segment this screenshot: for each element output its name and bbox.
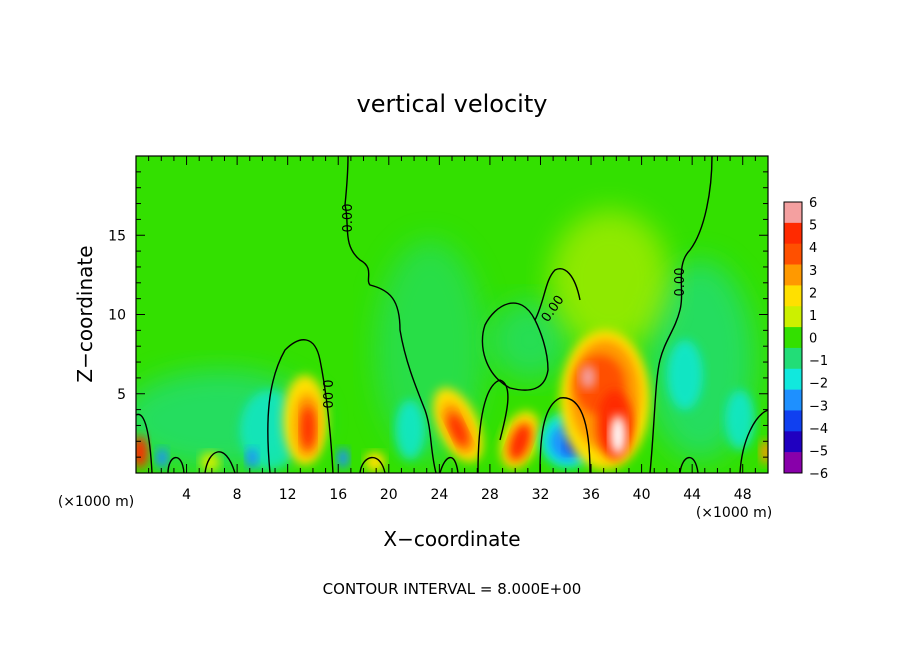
colorbar-swatch (784, 306, 802, 328)
contour-line (267, 339, 334, 473)
chart-title: vertical velocity (357, 90, 548, 118)
colorbar-label: −5 (809, 444, 828, 459)
colorbar-label: 4 (809, 241, 817, 256)
colorbar-label: 2 (809, 286, 817, 301)
contour-label: 0.00 (319, 380, 334, 409)
updraft (365, 452, 385, 472)
updraft (136, 436, 148, 468)
contour-interval-note: CONTOUR INTERVAL = 8.000E+00 (323, 580, 582, 598)
downdraft (337, 448, 349, 468)
y-tick-label: 10 (108, 308, 126, 324)
colorbar-label: −2 (809, 377, 828, 392)
x-unit-right: (×1000 m) (696, 505, 772, 521)
colorbar-label: 3 (809, 264, 817, 279)
x-tick-label: 44 (683, 487, 701, 503)
contour-line (477, 379, 509, 473)
colorbar-swatch (784, 264, 802, 286)
updraft (448, 413, 468, 447)
x-tick-label: 32 (532, 487, 550, 503)
colorbar-frame (783, 201, 803, 474)
downdraft (156, 448, 168, 468)
contour-label: 0.00 (673, 268, 688, 297)
contour-line (534, 268, 581, 321)
x-tick-label: 36 (582, 487, 600, 503)
x-unit-left: (×1000 m) (58, 494, 134, 510)
zero-contours (136, 156, 768, 473)
x-tick-label: 20 (380, 487, 398, 503)
contour-line (136, 413, 153, 473)
colorbar-label: −4 (809, 422, 828, 437)
contour-line (539, 397, 591, 473)
colorbar-label: −6 (809, 467, 828, 482)
colorbar-swatch (784, 347, 802, 370)
x-axis-label: X−coordinate (383, 527, 520, 551)
updraft (760, 440, 768, 464)
updraft (200, 452, 220, 472)
colorbar-swatch (784, 452, 802, 474)
contour-line (204, 451, 236, 473)
downdraft (246, 448, 258, 468)
x-tick-label: 12 (279, 487, 297, 503)
colorbar-swatch (784, 368, 802, 390)
contour-line (167, 456, 185, 473)
colorbar-label: −3 (809, 399, 828, 414)
colorbar-swatch (784, 222, 802, 244)
updraft (301, 406, 315, 450)
contour-line (344, 156, 437, 473)
plot-area: 0.00 0.00 0.00 0.00 (135, 155, 769, 474)
colorbar-label: −1 (809, 354, 828, 369)
colorbar-swatch (784, 327, 802, 349)
colorbar-swatch (784, 285, 802, 307)
field-zone (550, 210, 670, 350)
x-tick-label: 8 (233, 487, 242, 503)
colorbar-label: 0 (809, 332, 817, 347)
field-zone (725, 390, 755, 450)
colorbar-swatch (784, 431, 802, 453)
field-zone (667, 340, 703, 410)
contour-line (439, 456, 459, 473)
contour-line (739, 409, 768, 473)
x-tick-label: 48 (734, 487, 752, 503)
field-zone (490, 300, 570, 380)
colorbar-label: 6 (809, 196, 817, 211)
colorbar-swatch (784, 243, 802, 265)
x-tick-label: 40 (633, 487, 651, 503)
y-tick-label: 15 (108, 228, 126, 244)
y-axis-label: Z−coordinate (73, 245, 97, 382)
contour-line (679, 456, 699, 473)
x-tick-label: 24 (430, 487, 448, 503)
x-tick-label: 28 (481, 487, 499, 503)
contour-line (649, 156, 713, 473)
y-tick-label: 5 (117, 387, 126, 403)
contour-label: 0.00 (341, 204, 356, 233)
updraft-core (610, 415, 626, 455)
x-tick-label: 16 (329, 487, 347, 503)
velocity-field (136, 210, 768, 472)
field-zone (395, 400, 425, 460)
x-tick-label: 4 (182, 487, 191, 503)
colorbar-label: 5 (809, 219, 817, 234)
contour-line (359, 456, 386, 473)
colorbar-swatch (784, 389, 802, 411)
colorbar: 6 5 4 3 2 1 0 −1 −2 −3 −4 −5 −6 (783, 196, 828, 482)
updraft (508, 422, 532, 462)
updraft-core (580, 365, 596, 389)
colorbar-swatch (784, 410, 802, 432)
colorbar-label: 1 (809, 309, 817, 324)
colorbar-swatch (784, 202, 802, 224)
